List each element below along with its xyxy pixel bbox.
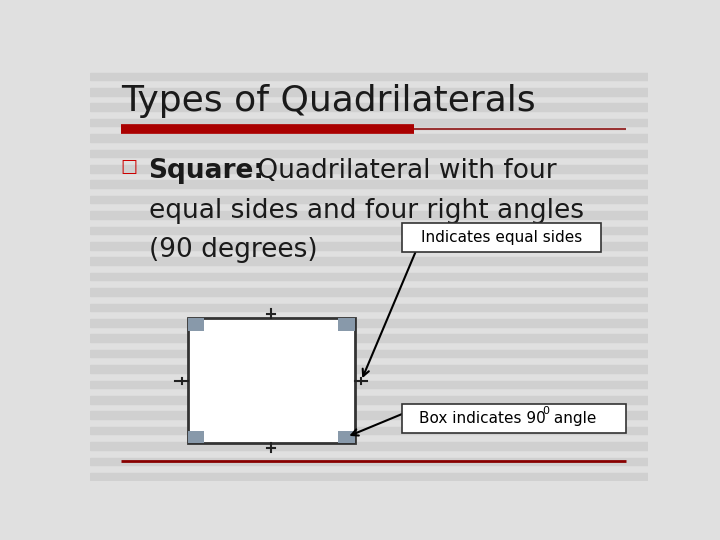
Bar (90, 226, 648, 234)
FancyBboxPatch shape (402, 404, 626, 433)
Bar (90, 195, 648, 204)
Bar (188, 319, 355, 443)
Bar (338, 431, 355, 443)
Text: angle: angle (549, 411, 597, 426)
Bar (90, 211, 648, 219)
Text: (90 degrees): (90 degrees) (148, 238, 318, 264)
Bar (90, 88, 648, 96)
Bar (90, 119, 648, 126)
Bar (90, 381, 648, 388)
Text: 0: 0 (542, 406, 549, 416)
Bar (90, 180, 648, 188)
Text: Box indicates 90: Box indicates 90 (419, 411, 546, 426)
Bar (90, 365, 648, 373)
Bar (188, 431, 204, 443)
Bar (338, 319, 355, 331)
Bar (90, 242, 648, 249)
Bar (90, 350, 648, 357)
Bar (90, 257, 648, 265)
Bar (90, 103, 648, 111)
Text: Quadrilateral with four: Quadrilateral with four (249, 158, 557, 184)
Bar (90, 473, 648, 481)
Bar (90, 72, 648, 80)
Text: Indicates equal sides: Indicates equal sides (421, 230, 582, 245)
Bar (90, 427, 648, 434)
Text: Types of Quadrilaterals: Types of Quadrilaterals (121, 84, 535, 118)
Bar (90, 273, 648, 280)
Bar (90, 150, 648, 157)
Bar (90, 288, 648, 296)
Text: Square:: Square: (148, 158, 264, 184)
Bar (90, 457, 648, 465)
FancyBboxPatch shape (402, 223, 600, 252)
Bar (188, 319, 204, 331)
Bar (90, 442, 648, 450)
Bar (90, 411, 648, 419)
Text: □: □ (121, 158, 138, 177)
Text: equal sides and four right angles: equal sides and four right angles (148, 198, 584, 224)
Bar (90, 396, 648, 403)
Bar (90, 319, 648, 327)
Bar (90, 303, 648, 311)
Bar (90, 165, 648, 173)
Bar (90, 334, 648, 342)
Bar (90, 134, 648, 142)
